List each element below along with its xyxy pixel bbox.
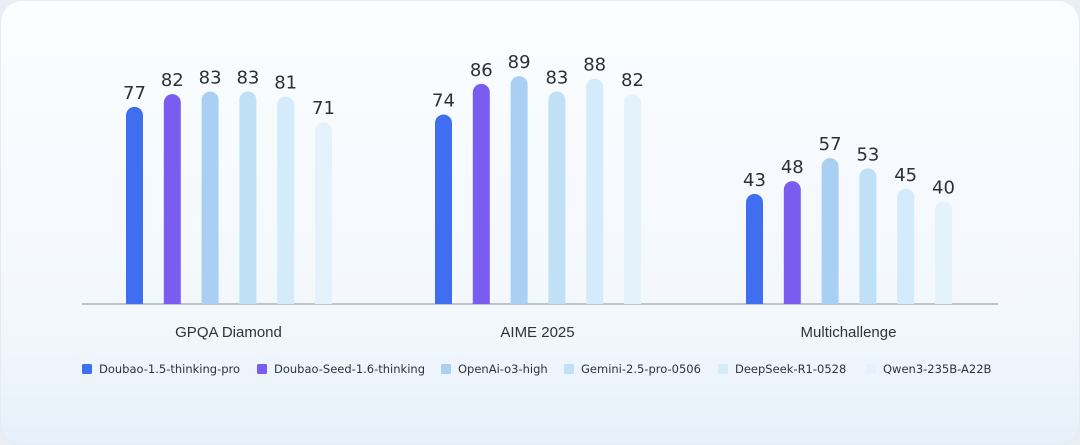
- value-labels-layer: 77 82 83 83 81 71 74 86 89 83 88 82 43 48 57 53 45 40: [123, 52, 955, 198]
- value-label-2-2: 86: [470, 60, 493, 81]
- bars-layer: [126, 76, 952, 305]
- bar-1-2: [163, 94, 181, 304]
- bar-3-6: [935, 201, 952, 304]
- bar-3-5: [897, 188, 915, 304]
- bar-1-3: [201, 91, 219, 305]
- bar-1-4: [239, 91, 257, 305]
- bar-1-5: [277, 96, 295, 304]
- legend-swatch-2: [257, 364, 267, 374]
- bar-2-3: [510, 76, 528, 304]
- value-label-3-3: 57: [819, 134, 842, 155]
- category-label-1: GPQA Diamond: [175, 324, 282, 341]
- bar-2-1: [435, 114, 452, 304]
- bar-3-4: [859, 168, 877, 304]
- legend-swatch-5: [718, 364, 728, 374]
- bar-2-2: [472, 83, 490, 304]
- value-label-2-1: 74: [432, 91, 455, 112]
- value-label-1-3: 83: [199, 68, 222, 89]
- value-label-3-6: 40: [932, 178, 955, 199]
- value-label-1-6: 71: [312, 98, 335, 119]
- legend-swatch-3: [441, 364, 451, 374]
- value-label-1-5: 81: [274, 73, 297, 94]
- legend: Doubao-1.5-thinking-pro Doubao-Seed-1.6-t…: [82, 362, 992, 376]
- value-label-3-1: 43: [743, 170, 766, 191]
- value-label-3-2: 48: [781, 157, 804, 178]
- category-labels-layer: GPQA Diamond AIME 2025 Multichallenge: [175, 324, 896, 341]
- value-label-3-5: 45: [894, 165, 917, 186]
- value-label-2-4: 83: [545, 68, 568, 89]
- legend-label-5: DeepSeek-R1-0528: [735, 362, 846, 376]
- value-label-1-4: 83: [236, 68, 259, 89]
- value-label-1-1: 77: [123, 83, 146, 104]
- value-label-3-4: 53: [856, 144, 879, 165]
- legend-swatch-4: [564, 364, 574, 374]
- value-label-2-6: 82: [621, 70, 644, 91]
- value-label-2-3: 89: [508, 52, 531, 73]
- bar-1-1: [126, 106, 143, 304]
- bar-2-6: [624, 94, 641, 304]
- legend-label-3: OpenAi-o3-high: [458, 362, 548, 376]
- bar-1-6: [315, 122, 332, 304]
- bar-2-5: [586, 78, 604, 304]
- bar-3-3: [821, 158, 839, 304]
- category-label-2: AIME 2025: [500, 324, 574, 341]
- legend-swatch-6: [866, 364, 876, 374]
- legend-label-4: Gemini-2.5-pro-0506: [581, 362, 701, 376]
- legend-label-1: Doubao-1.5-thinking-pro: [99, 362, 240, 376]
- category-label-3: Multichallenge: [801, 324, 897, 341]
- value-label-2-5: 88: [583, 55, 606, 76]
- legend-swatch-1: [82, 364, 92, 374]
- value-label-1-2: 82: [161, 70, 184, 91]
- bar-3-1: [746, 193, 763, 304]
- legend-label-6: Qwen3-235B-A22B: [883, 362, 992, 376]
- bar-2-4: [548, 91, 566, 305]
- bar-3-2: [783, 181, 801, 304]
- legend-label-2: Doubao-Seed-1.6-thinking: [274, 362, 425, 376]
